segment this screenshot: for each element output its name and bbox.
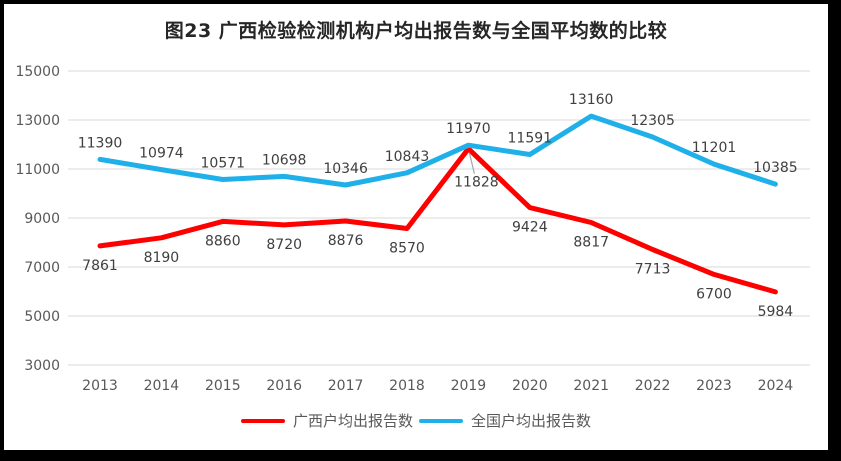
data-label: 11390 [78, 135, 123, 151]
x-axis-tick-label: 2013 [82, 378, 118, 394]
data-label: 11828 [454, 175, 499, 191]
data-label: 10843 [385, 149, 430, 165]
data-label: 8720 [266, 237, 302, 253]
data-label: 10974 [139, 146, 184, 162]
x-axis-tick-label: 2017 [328, 378, 364, 394]
y-axis-tick-label: 9000 [24, 211, 60, 227]
x-axis-tick-label: 2022 [635, 378, 671, 394]
legend-line-national-icon [419, 418, 463, 423]
data-label: 5984 [758, 304, 794, 320]
x-axis-tick-label: 2014 [144, 378, 180, 394]
data-label: 8570 [389, 241, 425, 257]
data-label: 8876 [328, 233, 364, 249]
data-label: 10346 [323, 161, 368, 177]
legend-item-guangxi: 广西户均出报告数 [240, 410, 413, 431]
data-label: 11201 [692, 140, 737, 156]
data-label: 7861 [82, 258, 118, 274]
data-label: 13160 [569, 92, 614, 108]
data-label: 10698 [262, 152, 307, 168]
series-line [97, 146, 778, 295]
data-label: 10571 [201, 156, 246, 172]
data-label: 10385 [753, 160, 798, 176]
data-label: 7713 [635, 262, 671, 278]
data-label: 9424 [512, 220, 548, 236]
line-chart: 15000 13000 11000 9000 7000 5000 3000 2013 2014 2… [15, 64, 810, 394]
x-axis-tick-label: 2020 [512, 378, 548, 394]
y-axis-tick-label: 15000 [15, 64, 60, 80]
x-axis-tick-label: 2021 [573, 378, 609, 394]
legend: 广西户均出报告数 全国户均出报告数 [4, 410, 828, 431]
x-axis-tick-label: 2024 [758, 378, 794, 394]
x-axis-tick-label: 2015 [205, 378, 241, 394]
data-label: 8190 [144, 250, 180, 266]
y-axis-tick-label: 11000 [15, 162, 60, 178]
data-label: 6700 [696, 286, 732, 302]
legend-label-guangxi: 广西户均出报告数 [292, 412, 413, 430]
data-label: 12305 [630, 113, 675, 129]
series-line [97, 113, 778, 188]
y-axis-tick-label: 5000 [24, 309, 60, 325]
data-label: 11970 [446, 121, 491, 137]
chart-area: 图23 广西检验检测机构户均出报告数与全国平均数的比较 15000 13000 11… [4, 4, 828, 450]
legend-line-guangxi-icon [240, 418, 285, 423]
data-label: 8817 [573, 235, 609, 251]
x-axis-tick-label: 2023 [696, 378, 732, 394]
data-label: 8860 [205, 233, 241, 249]
x-axis-tick-label: 2018 [389, 378, 425, 394]
x-axis-tick-label: 2016 [266, 378, 302, 394]
legend-label-national: 全国户均出报告数 [471, 412, 592, 430]
x-axis-tick-label: 2019 [451, 378, 487, 394]
label-leader-line [468, 152, 475, 174]
legend-item-national: 全国户均出报告数 [419, 410, 591, 431]
data-label: 11591 [508, 131, 553, 147]
y-axis-tick-label: 13000 [15, 113, 60, 129]
chart-title: 图23 广西检验检测机构户均出报告数与全国平均数的比较 [164, 20, 668, 42]
y-axis-tick-label: 7000 [24, 260, 60, 276]
y-axis-tick-label: 3000 [24, 358, 60, 374]
